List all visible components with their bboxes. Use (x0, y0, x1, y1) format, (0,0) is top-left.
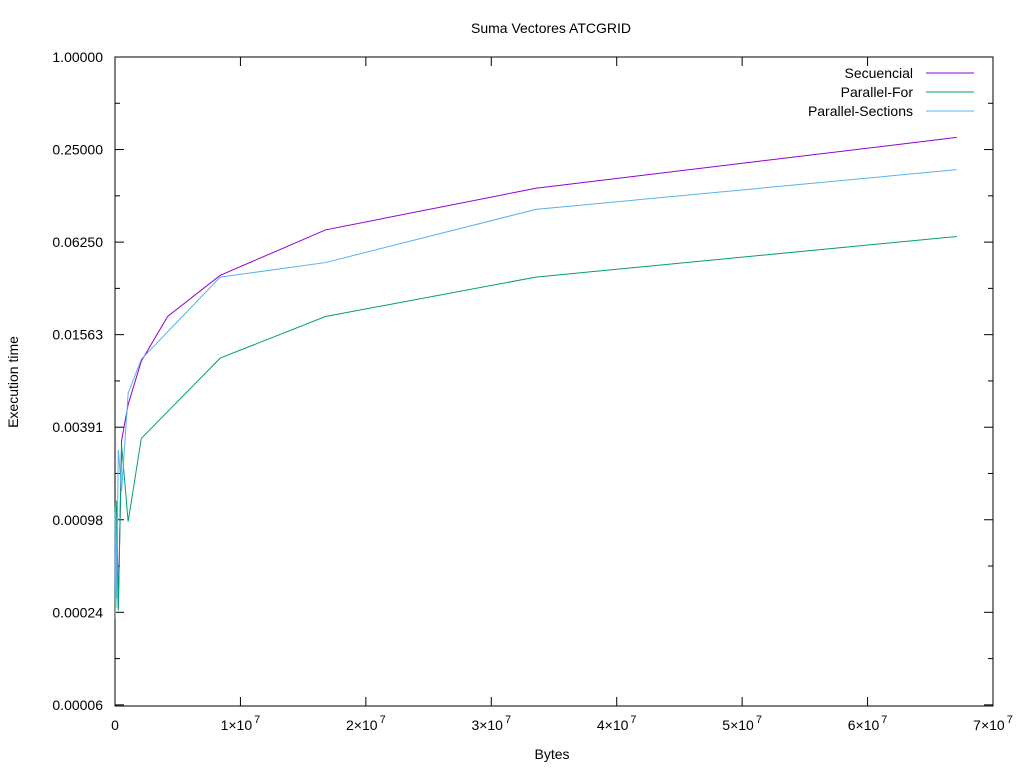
x-tick-label: 0 (111, 717, 119, 733)
y-tick-label: 0.00006 (52, 697, 103, 713)
y-tick-label: 0.06250 (52, 234, 103, 250)
x-tick-label-exponent: 7 (254, 714, 260, 726)
legend-label: Parallel-For (841, 84, 914, 100)
x-tick-label-mantissa: 5×10 (722, 717, 754, 733)
x-axis-label: Bytes (534, 746, 569, 762)
y-tick-label: 0.01563 (52, 327, 103, 343)
x-tick-label: 2×10 7 (346, 714, 386, 733)
x-tick-label-mantissa: 1×10 (221, 717, 253, 733)
series-line-1 (114, 235, 957, 611)
x-tick-label-mantissa: 7×10 (973, 717, 1005, 733)
x-tick-label: 6×10 7 (848, 714, 888, 733)
x-tick-label-mantissa: 3×10 (471, 717, 503, 733)
x-tick-label: 5×10 7 (722, 714, 762, 733)
x-tick-label-mantissa: 0 (111, 717, 119, 733)
legend: Secuencial Parallel-For Parallel-Sections (808, 65, 974, 119)
x-tick-label: 3×10 7 (471, 714, 511, 733)
x-tick-label-exponent: 7 (1007, 714, 1013, 726)
x-tick-label-mantissa: 2×10 (346, 717, 378, 733)
x-tick-label-mantissa: 6×10 (848, 717, 880, 733)
legend-label: Parallel-Sections (808, 103, 913, 119)
y-axis-label: Execution time (5, 336, 21, 428)
x-tick-label: 4×10 7 (597, 714, 637, 733)
y-tick-label: 0.25000 (52, 142, 103, 158)
x-tick-label-exponent: 7 (505, 714, 511, 726)
y-tick-label: 0.00391 (52, 419, 103, 435)
x-tick-label: 7×10 7 (973, 714, 1013, 733)
plot-frame (114, 56, 994, 707)
legend-label: Secuencial (845, 65, 914, 81)
y-tick-label: 1.00000 (52, 49, 103, 65)
x-tick-label-exponent: 7 (630, 714, 636, 726)
x-tick-label-mantissa: 4×10 (597, 717, 629, 733)
x-tick-label: 1×10 7 (221, 714, 261, 733)
series-line-0 (114, 136, 957, 609)
x-tick-label-exponent: 7 (756, 714, 762, 726)
y-tick-label: 0.00098 (52, 512, 103, 528)
x-tick-label-exponent: 7 (380, 714, 386, 726)
x-tick-label-exponent: 7 (881, 714, 887, 726)
axis-ticks: 1.00000 0.25000 0.06250 0.01563 0.00391 0.000… (52, 49, 1012, 733)
chart-title: Suma Vectores ATCGRID (471, 20, 631, 36)
series-layer (114, 136, 957, 620)
series-line-2 (114, 169, 957, 620)
y-tick-label: 0.00024 (52, 604, 103, 620)
